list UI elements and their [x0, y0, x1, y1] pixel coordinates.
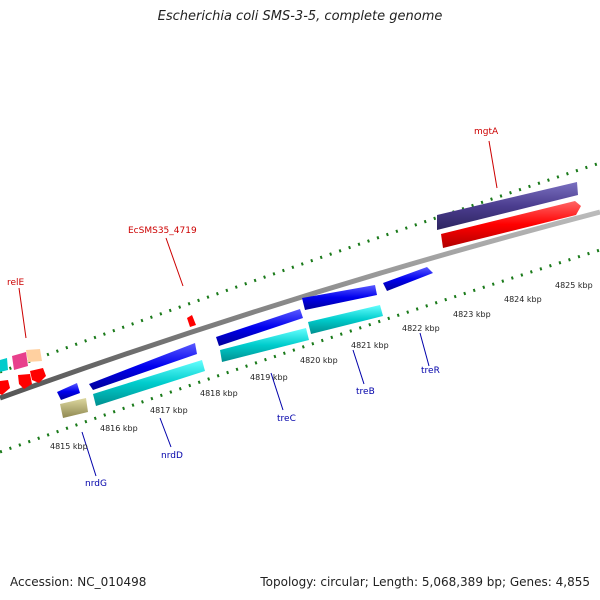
gene-label-treB: treB: [356, 387, 375, 397]
nrdD-leader-line: [159, 417, 172, 448]
kbp-label: 4819 kbp: [250, 373, 288, 382]
relE-feature: [30, 368, 46, 383]
genome-title: Escherichia coli SMS-3-5, complete genom…: [157, 9, 443, 24]
kbp-label: 4816 kbp: [100, 424, 138, 433]
relE-feature: [12, 352, 28, 370]
gene-label-nrdG: nrdG: [85, 479, 107, 489]
treR-leader-line: [419, 332, 430, 367]
inner-tick-row: [0, 248, 600, 454]
nrdD-feature: [89, 343, 197, 390]
treB-feature: [308, 305, 383, 334]
reverse-cds-feature: [216, 309, 303, 346]
treB-leader-line: [352, 349, 365, 385]
gene-label-treC: treC: [277, 414, 296, 424]
gene-label-relE: relE: [7, 278, 25, 288]
kbp-label: 4824 kbp: [504, 295, 542, 304]
relE-feature: [26, 349, 42, 362]
mgtA-cds-feature: [441, 201, 581, 248]
genome-backbone: [0, 209, 600, 401]
kbp-label: 4821 kbp: [351, 341, 389, 350]
kbp-label: 4825 kbp: [555, 281, 593, 290]
gene-label-treR: treR: [421, 366, 440, 376]
kbp-label: 4822 kbp: [402, 324, 440, 333]
kbp-label: 4823 kbp: [453, 310, 491, 319]
nrdG-feature: [57, 383, 80, 400]
nrdG-leader-line: [81, 431, 97, 477]
mgtA-track-feature: [437, 182, 578, 230]
gene-label-mgtA: mgtA: [474, 127, 499, 137]
relE-feature: [0, 380, 10, 395]
EcSMS35-4719-leader-line: [165, 237, 184, 287]
topology-label: Topology: circular; Length: 5,068,389 bp…: [260, 575, 590, 589]
treC-track-feature: [220, 328, 309, 362]
nrdG-track-feature: [60, 398, 88, 418]
kbp-label: 4817 kbp: [150, 406, 188, 415]
relE-feature: [18, 374, 32, 389]
gene-label-nrdD: nrdD: [161, 451, 183, 461]
EcSMS35-4719-feature: [187, 315, 196, 327]
kbp-label: 4818 kbp: [200, 389, 238, 398]
accession-label: Accession: NC_010498: [10, 575, 147, 589]
treC-leader-line: [270, 372, 284, 411]
relE-leader-line: [18, 287, 27, 339]
nrdD-track-feature: [93, 360, 205, 406]
kbp-label: 4815 kbp: [50, 442, 88, 451]
gene-label-EcSMS35-4719: EcSMS35_4719: [128, 226, 197, 236]
treR-feature: [383, 267, 433, 291]
relE-feature: [0, 358, 8, 372]
kbp-label: 4820 kbp: [300, 356, 338, 365]
reverse-cds-feature: [302, 285, 377, 310]
mgtA-leader-line: [488, 140, 498, 189]
